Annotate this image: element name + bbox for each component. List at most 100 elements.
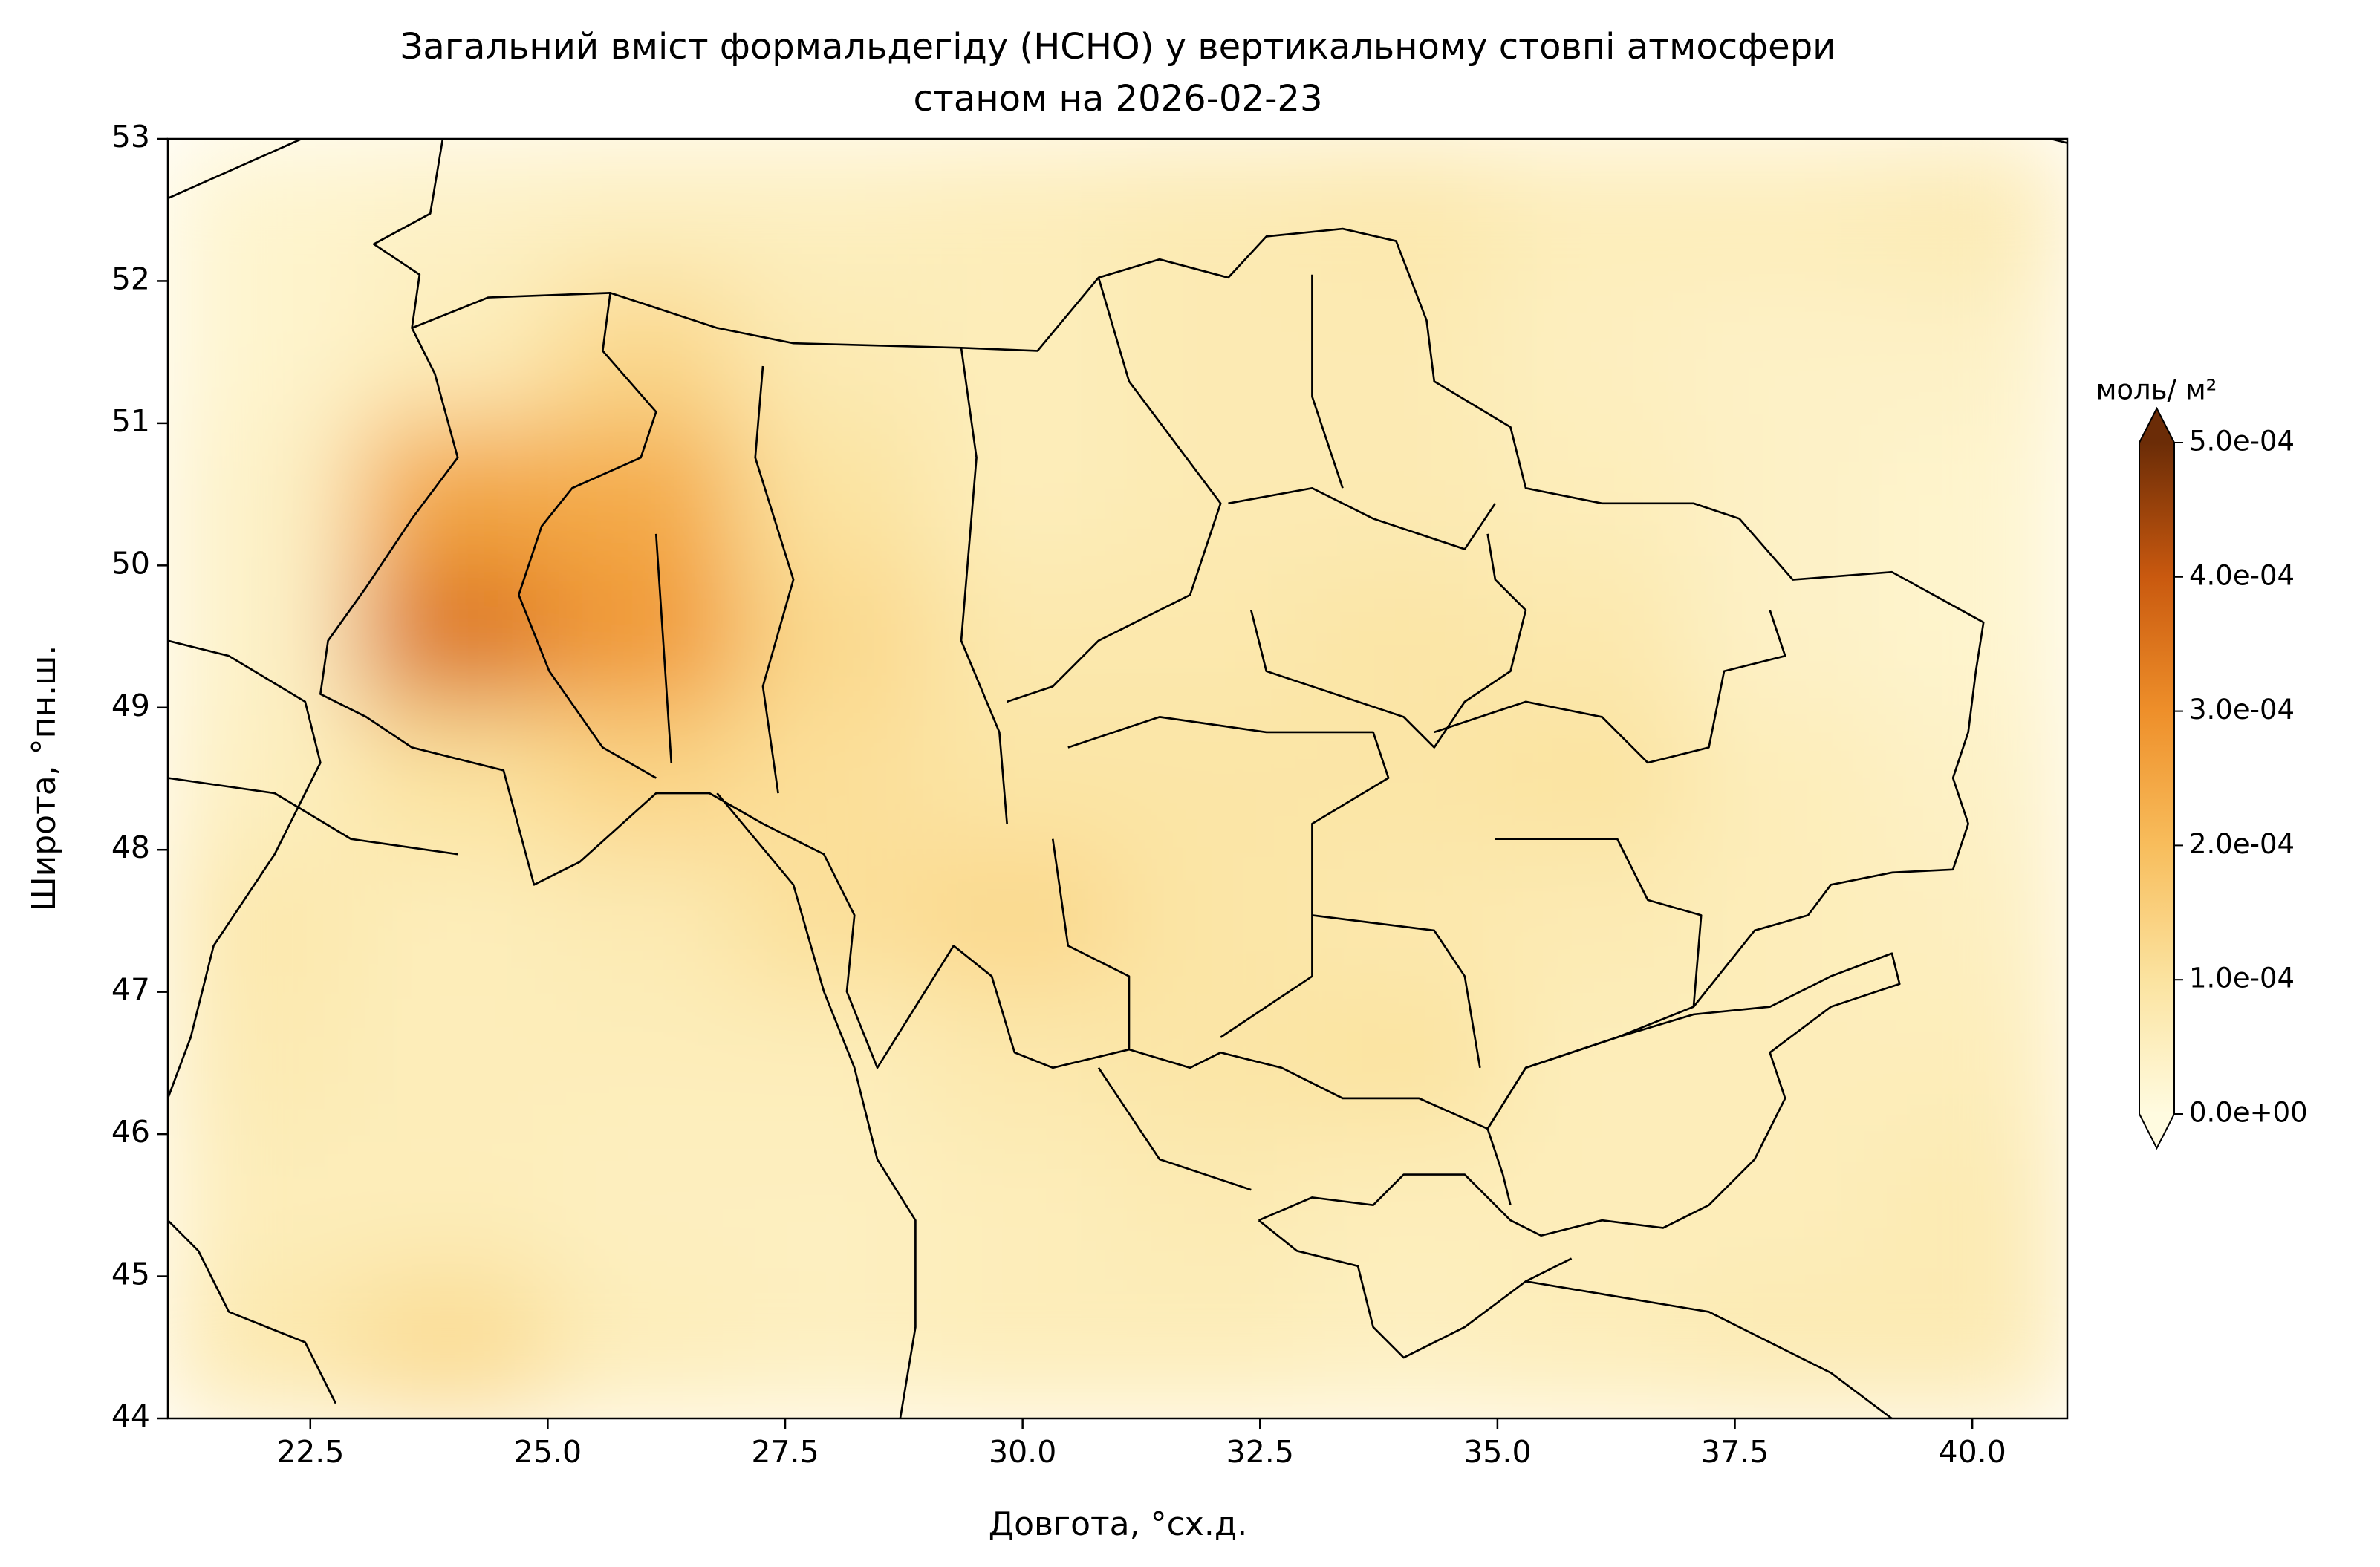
heat-cell xyxy=(737,280,929,424)
heat-cell xyxy=(1687,1133,1878,1277)
heat-cell xyxy=(737,423,929,566)
heat-cell xyxy=(547,280,738,424)
heat-cell xyxy=(737,1133,929,1277)
y-tick-label: 48 xyxy=(111,830,150,865)
heat-cell xyxy=(357,564,548,708)
y-tick-label: 53 xyxy=(111,119,150,154)
x-tick-label: 30.0 xyxy=(989,1434,1056,1470)
heat-cell xyxy=(1687,280,1878,424)
heat-cell xyxy=(547,991,738,1135)
y-axis-label: Широта, °пн.ш. xyxy=(25,645,63,912)
colorbar-tick-label: 0.0e+00 xyxy=(2189,1097,2308,1129)
heat-cell xyxy=(1497,423,1688,566)
heat-cell xyxy=(357,849,548,993)
colorbar-tick-label: 4.0e-04 xyxy=(2189,559,2295,591)
heat-cell xyxy=(1117,991,1308,1135)
heat-cell xyxy=(1497,707,1688,850)
heat-cell xyxy=(168,280,359,424)
heat-cell xyxy=(1307,423,1498,566)
x-tick-label: 25.0 xyxy=(514,1434,582,1470)
heat-cell xyxy=(1876,280,2067,424)
colorbar: 0.0e+00 1.0e-04 2.0e-04 3.0e-04 4.0e-04 5.0e-… xyxy=(2139,406,2308,1150)
heat-cell xyxy=(1687,139,1878,281)
heat-cell xyxy=(927,991,1118,1135)
heat-cell xyxy=(547,849,738,993)
colorbar-label: моль/ м² xyxy=(2096,374,2217,406)
chart-title: Загальний вміст формальдегіду (HCHO) у в… xyxy=(400,26,1836,68)
heat-cell xyxy=(927,280,1118,424)
y-tick-label: 50 xyxy=(111,545,150,581)
heat-cell xyxy=(1497,849,1688,993)
x-tick-label: 32.5 xyxy=(1226,1434,1294,1470)
heat-cell xyxy=(1876,139,2067,281)
x-tick-label: 37.5 xyxy=(1701,1434,1769,1470)
y-tick-label: 52 xyxy=(111,261,150,296)
heat-cell xyxy=(547,1276,738,1418)
y-tick-label: 44 xyxy=(111,1398,150,1434)
heat-cell xyxy=(357,991,548,1135)
x-tick-label: 40.0 xyxy=(1939,1434,2006,1470)
heat-cell xyxy=(737,564,929,708)
heat-cell xyxy=(1307,564,1498,708)
heat-cell xyxy=(1876,991,2067,1135)
heat-cell xyxy=(547,423,738,566)
y-tick-label: 49 xyxy=(111,688,150,723)
heat-cell xyxy=(1497,139,1688,281)
heat-cell xyxy=(547,139,738,281)
heat-cell xyxy=(1307,1276,1498,1418)
heat-cell xyxy=(737,1276,929,1418)
heat-cell xyxy=(357,1276,548,1418)
colorbar-extend-min xyxy=(2139,1114,2174,1148)
y-tick-label: 51 xyxy=(111,403,150,439)
heat-cell xyxy=(1687,423,1878,566)
heat-cell xyxy=(737,707,929,850)
heat-cell xyxy=(1117,139,1308,281)
heat-cell xyxy=(357,280,548,424)
heat-cell xyxy=(927,1276,1118,1418)
chart-subtitle: станом на 2026-02-23 xyxy=(914,78,1323,120)
heat-cell xyxy=(927,139,1118,281)
heat-cell xyxy=(168,139,359,281)
heat-cell xyxy=(168,564,359,708)
heat-cell xyxy=(1687,849,1878,993)
heat-cell xyxy=(927,564,1118,708)
heat-cell xyxy=(1876,564,2067,708)
heat-cell xyxy=(1497,1276,1688,1418)
heat-cell xyxy=(1497,564,1688,708)
x-axis-label: Довгота, °сх.д. xyxy=(989,1505,1247,1543)
heat-cell xyxy=(1307,1133,1498,1277)
colorbar-tick-label: 5.0e-04 xyxy=(2189,426,2295,457)
heat-cell xyxy=(1497,991,1688,1135)
borders xyxy=(168,139,2067,1418)
heat-cell xyxy=(168,1133,359,1277)
heat-cell xyxy=(168,1276,359,1418)
y-tick-label: 45 xyxy=(111,1257,150,1292)
x-tick-label: 27.5 xyxy=(751,1434,819,1470)
heat-cell xyxy=(357,423,548,566)
colorbar-tick-label: 3.0e-04 xyxy=(2189,694,2295,726)
heat-cell xyxy=(927,849,1118,993)
heat-cell xyxy=(1307,707,1498,850)
heat-cell xyxy=(1307,849,1498,993)
heat-cell xyxy=(927,423,1118,566)
heat-cell xyxy=(1687,991,1878,1135)
field xyxy=(168,139,2067,1418)
colorbar-tick-label: 2.0e-04 xyxy=(2189,828,2295,860)
colorbar-tick-label: 1.0e-04 xyxy=(2189,962,2295,994)
heat-cell xyxy=(1876,849,2067,993)
heat-cell xyxy=(1876,423,2067,566)
heat-cell xyxy=(1497,1133,1688,1277)
heat-cell xyxy=(1117,849,1308,993)
heat-cell xyxy=(168,423,359,566)
plot-frame xyxy=(166,137,2069,1420)
heat-cell xyxy=(1876,1133,2067,1277)
heat-cell xyxy=(1117,564,1308,708)
heat-cell xyxy=(1117,1276,1308,1418)
colorbar-extend-max xyxy=(2139,408,2174,443)
heat-cell xyxy=(1307,991,1498,1135)
heat-cell xyxy=(357,1133,548,1277)
heat-cell xyxy=(357,707,548,850)
colorbar-gradient xyxy=(2139,443,2174,1114)
heat-cell xyxy=(357,139,548,281)
